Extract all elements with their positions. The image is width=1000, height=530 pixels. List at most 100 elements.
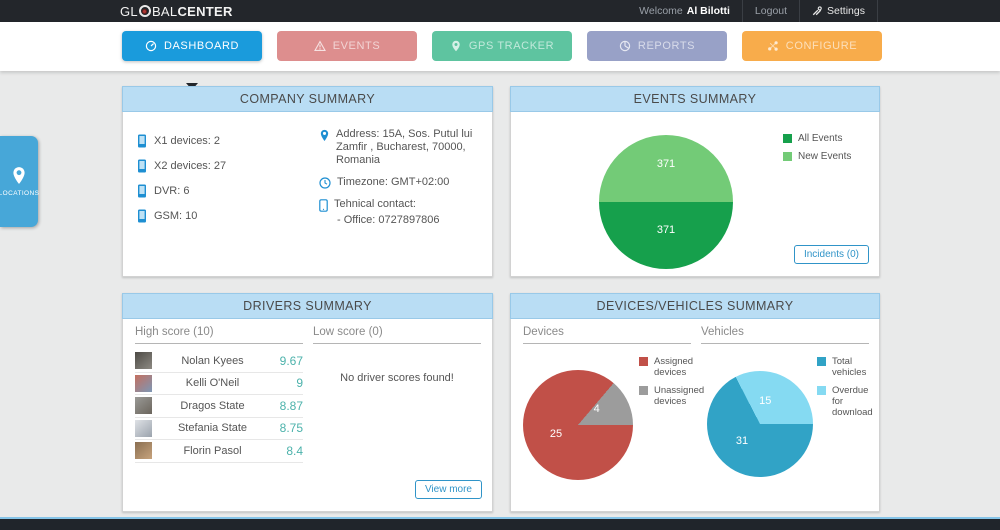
tab-configure[interactable]: CONFIGURE bbox=[742, 31, 882, 61]
settings-link[interactable]: Settings bbox=[799, 0, 878, 22]
view-more-button[interactable]: View more bbox=[414, 480, 482, 499]
vehicles-legend: Total vehicles Overdue for download bbox=[817, 356, 877, 425]
app-logo: GL BAL CENTER bbox=[120, 0, 233, 22]
high-score-list: Nolan Kyees 9.67 Kelli O'Neil 9 Dragos S… bbox=[135, 350, 303, 463]
legend-swatch bbox=[639, 386, 648, 395]
high-score-header: High score (10) bbox=[135, 326, 303, 344]
device-count-row: DVR: 6 bbox=[137, 178, 226, 203]
device-icon bbox=[138, 184, 146, 197]
legend-item-unassigned-devices: Unassigned devices bbox=[639, 385, 704, 407]
legend-item-assigned-devices: Assigned devices bbox=[639, 356, 701, 378]
drivers-summary-card: DRIVERS SUMMARY High score (10) Low scor… bbox=[122, 293, 493, 512]
driver-score: 8.87 bbox=[279, 398, 303, 413]
username: Al Bilotti bbox=[686, 5, 730, 17]
company-address: Address: 15A, Sos. Putul lui Zamfir , Bu… bbox=[319, 128, 481, 167]
pie-chart-icon bbox=[619, 40, 631, 52]
tab-gps-tracker[interactable]: GPS TRACKER bbox=[432, 31, 572, 61]
driver-row: Dragos State 8.87 bbox=[135, 395, 303, 418]
devices-vehicles-title: DEVICES/VEHICLES SUMMARY bbox=[510, 293, 880, 319]
driver-score: 9.67 bbox=[279, 353, 303, 368]
logo-text-bal: BAL bbox=[151, 3, 178, 19]
address-pin-icon bbox=[320, 129, 329, 141]
events-legend: All Events New Events bbox=[783, 133, 851, 169]
locations-label: LOCATIONS bbox=[0, 190, 40, 197]
company-summary-body: X1 devices: 2 X2 devices: 27 DVR: 6 GSM:… bbox=[123, 112, 492, 226]
tab-events[interactable]: EVENTS bbox=[277, 31, 417, 61]
configure-icon bbox=[767, 41, 778, 51]
driver-avatar bbox=[135, 419, 152, 437]
driver-name: Stefania State bbox=[177, 422, 248, 435]
events-pie-chart: 371 371 bbox=[599, 135, 733, 269]
device-count-row: X1 devices: 2 bbox=[137, 128, 226, 153]
devices-header: Devices bbox=[523, 326, 691, 344]
no-driver-scores-message: No driver scores found! bbox=[340, 372, 454, 384]
devices-vehicles-summary-card: DEVICES/VEHICLES SUMMARY Devices Vehicle… bbox=[510, 293, 880, 512]
mobile-phone-icon bbox=[319, 199, 328, 212]
company-summary-card: COMPANY SUMMARY X1 devices: 2 X2 devices… bbox=[122, 86, 493, 277]
driver-score: 8.75 bbox=[279, 421, 303, 436]
device-count-row: X2 devices: 27 bbox=[137, 153, 226, 178]
devices-legend: Assigned devices Unassigned devices bbox=[639, 356, 704, 414]
driver-row: Florin Pasol 8.4 bbox=[135, 440, 303, 463]
locations-pin-icon bbox=[13, 167, 25, 184]
events-summary-card: EVENTS SUMMARY 371 371 All Events New Ev… bbox=[510, 86, 880, 277]
device-icon bbox=[138, 209, 146, 222]
driver-name: Kelli O'Neil bbox=[185, 377, 240, 390]
company-device-counts: X1 devices: 2 X2 devices: 27 DVR: 6 GSM:… bbox=[137, 128, 226, 228]
clock-icon bbox=[319, 177, 331, 189]
legend-swatch bbox=[783, 134, 792, 143]
pie-value-all-events: 371 bbox=[656, 224, 676, 237]
device-icon bbox=[138, 134, 146, 147]
tab-reports[interactable]: REPORTS bbox=[587, 31, 727, 61]
top-header-bar: GL BAL CENTER Welcome Al Bilotti Logout … bbox=[0, 0, 1000, 22]
company-contact-office: - Office: 0727897806 bbox=[337, 214, 440, 226]
driver-name: Nolan Kyees bbox=[181, 354, 244, 367]
logo-text-center: CENTER bbox=[177, 3, 233, 19]
welcome-label: Welcome Al Bilotti bbox=[639, 5, 730, 17]
driver-avatar bbox=[135, 352, 152, 370]
driver-avatar bbox=[135, 374, 152, 392]
incidents-button[interactable]: Incidents (0) bbox=[793, 245, 869, 264]
warning-triangle-icon bbox=[313, 40, 326, 51]
driver-name: Florin Pasol bbox=[183, 444, 242, 457]
footer-bar bbox=[0, 517, 1000, 530]
company-contact: Tehnical contact: bbox=[319, 198, 481, 212]
driver-score: 8.4 bbox=[286, 443, 303, 458]
driver-avatar bbox=[135, 442, 152, 460]
legend-item-overdue-download: Overdue for download bbox=[817, 385, 877, 418]
company-timezone: Timezone: GMT+02:00 bbox=[319, 176, 481, 189]
legend-item-total-vehicles: Total vehicles bbox=[817, 356, 877, 378]
company-summary-title: COMPANY SUMMARY bbox=[122, 86, 493, 112]
driver-row: Kelli O'Neil 9 bbox=[135, 373, 303, 395]
vehicles-pie-chart: 31 15 bbox=[707, 371, 813, 477]
legend-swatch bbox=[817, 357, 826, 366]
legend-item-all-events: All Events bbox=[783, 133, 851, 144]
locations-side-tab[interactable]: LOCATIONS bbox=[0, 136, 40, 227]
driver-name: Dragos State bbox=[180, 399, 245, 412]
driver-score: 9 bbox=[296, 376, 303, 391]
logout-link[interactable]: Logout bbox=[741, 0, 799, 22]
vehicles-header: Vehicles bbox=[701, 326, 869, 344]
events-summary-title: EVENTS SUMMARY bbox=[510, 86, 880, 112]
pie-value-new-events: 371 bbox=[656, 158, 676, 171]
drivers-summary-title: DRIVERS SUMMARY bbox=[122, 293, 493, 319]
location-pin-icon bbox=[452, 40, 460, 52]
pie-value-overdue: 15 bbox=[759, 394, 772, 407]
legend-swatch bbox=[783, 152, 792, 161]
company-info: Address: 15A, Sos. Putul lui Zamfir , Bu… bbox=[319, 128, 481, 236]
driver-row: Stefania State 8.75 bbox=[135, 418, 303, 440]
header-user-area: Welcome Al Bilotti Logout Settings bbox=[627, 0, 878, 22]
driver-row: Nolan Kyees 9.67 bbox=[135, 350, 303, 373]
legend-item-new-events: New Events bbox=[783, 151, 851, 162]
low-score-header: Low score (0) bbox=[313, 326, 481, 344]
nav-band: DASHBOARD EVENTS GPS TRACKER REPORTS bbox=[0, 22, 1000, 90]
tab-dashboard[interactable]: DASHBOARD bbox=[122, 31, 262, 61]
wrench-icon bbox=[812, 6, 822, 16]
devices-pie-chart: 25 4 bbox=[523, 370, 633, 480]
driver-avatar bbox=[135, 397, 152, 415]
legend-swatch bbox=[817, 386, 826, 395]
device-count-row: GSM: 10 bbox=[137, 203, 226, 228]
logo-text-gl: GL bbox=[120, 3, 138, 19]
legend-swatch bbox=[639, 357, 648, 366]
